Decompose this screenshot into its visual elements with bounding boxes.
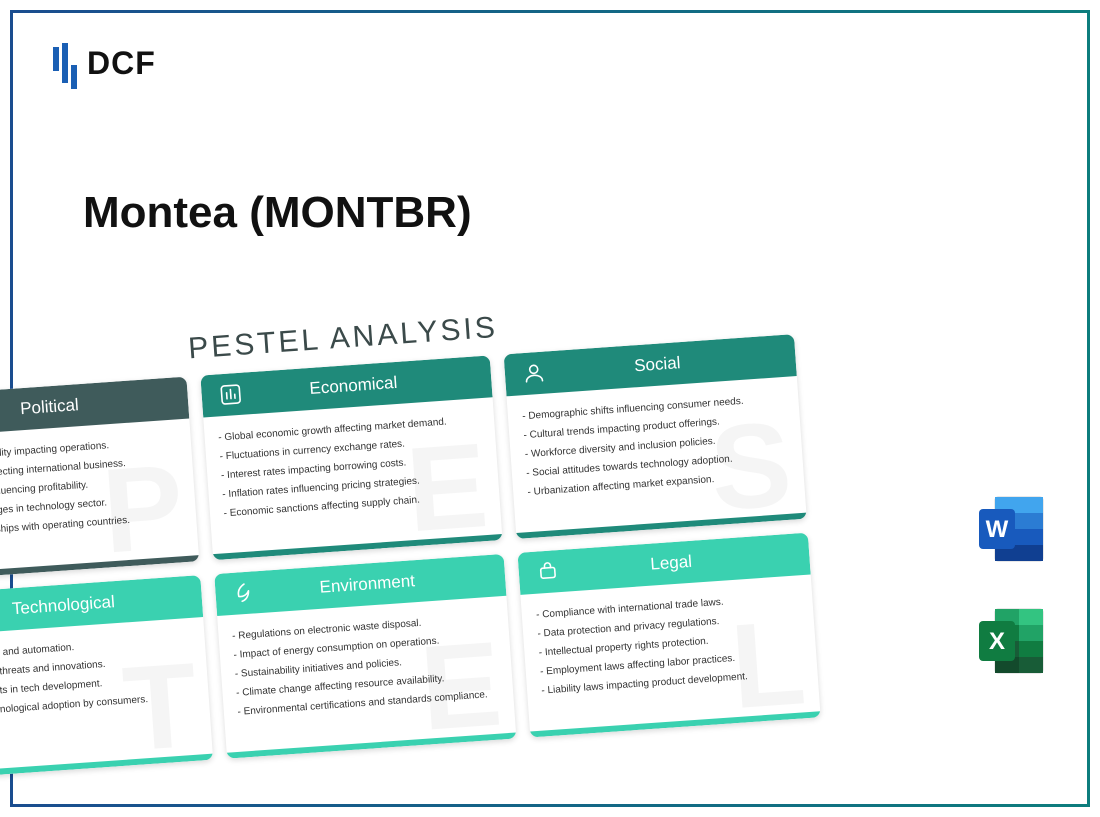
pestel-card-social: SocialS- Demographic shifts influencing … <box>504 334 807 539</box>
card-title: Economical <box>261 370 447 403</box>
legal-icon <box>534 558 562 586</box>
dcf-logo: DCF <box>53 43 156 83</box>
page-title: Montea (MONTBR) <box>83 188 472 238</box>
environment-icon <box>230 579 258 607</box>
excel-icon: X <box>975 605 1047 677</box>
economical-icon <box>217 381 245 409</box>
word-icon: W <box>975 493 1047 565</box>
pestel-card-political: PoliticalP- Government stability impacti… <box>0 377 199 582</box>
card-body: L- Compliance with international trade l… <box>521 575 821 732</box>
card-title: Social <box>565 348 751 381</box>
pestel-card-technological: TechnologicalT- Advances in AI and autom… <box>0 575 213 780</box>
app-icons-group: W X <box>975 493 1047 677</box>
pestel-card-economical: EconomicalE- Global economic growth affe… <box>200 355 503 560</box>
pestel-card-environment: EnvironmentE- Regulations on electronic … <box>214 554 517 759</box>
card-body: T- Advances in AI and automation.- Cyber… <box>0 617 212 774</box>
page-frame: DCF Montea (MONTBR) PESTEL ANALYSIS Poli… <box>10 10 1090 807</box>
svg-text:X: X <box>989 628 1005 655</box>
card-title: Environment <box>274 568 460 601</box>
pestel-infographic: PESTEL ANALYSIS PoliticalP- Government s… <box>0 290 821 780</box>
social-icon <box>520 359 548 387</box>
logo-text: DCF <box>87 45 156 82</box>
card-title: Political <box>0 391 142 424</box>
card-title: Legal <box>578 547 764 580</box>
card-title: Technological <box>0 589 156 622</box>
card-body: P- Government stability impacting operat… <box>0 419 199 576</box>
svg-text:W: W <box>986 516 1009 543</box>
logo-bars-icon <box>53 43 77 83</box>
card-body: E- Global economic growth affecting mark… <box>203 397 503 554</box>
card-body: S- Demographic shifts influencing consum… <box>507 376 807 533</box>
card-body: E- Regulations on electronic waste dispo… <box>217 596 517 753</box>
pestel-card-legal: LegalL- Compliance with international tr… <box>518 533 821 738</box>
